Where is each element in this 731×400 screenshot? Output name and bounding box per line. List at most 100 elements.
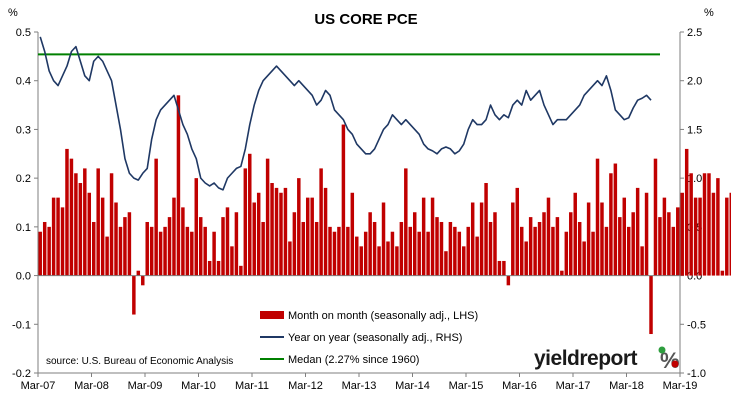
mom-bar — [198, 217, 203, 276]
left-tick-label: 0.0 — [16, 271, 31, 283]
mom-bar — [404, 168, 408, 276]
logo-red-dot-icon — [671, 360, 679, 368]
mom-bar — [341, 124, 346, 276]
x-tick-label: Mar-08 — [74, 380, 109, 392]
mom-bar — [569, 212, 573, 276]
right-tick-label: 1.0 — [687, 173, 702, 185]
mom-bar — [582, 241, 586, 276]
mom-bar — [470, 202, 475, 276]
mom-bar — [609, 173, 613, 276]
mom-bar — [511, 202, 515, 276]
mom-bar — [488, 221, 493, 276]
mom-bar — [453, 226, 457, 276]
mom-bar — [181, 207, 185, 276]
mom-bar — [720, 270, 725, 276]
mom-bar — [475, 236, 479, 276]
mom-bar — [457, 231, 462, 276]
left-tick-label: 0.4 — [16, 76, 31, 88]
mom-bar — [105, 236, 109, 276]
mom-bar — [524, 241, 528, 276]
mom-bar — [533, 226, 537, 276]
mom-bar — [252, 202, 256, 276]
mom-bar — [506, 275, 511, 286]
x-tick-label: Mar-14 — [395, 380, 430, 392]
mom-bar — [132, 275, 136, 315]
mom-bar — [337, 226, 341, 276]
mom-bar — [725, 197, 729, 276]
mom-bar — [640, 246, 644, 276]
mom-bar — [248, 153, 252, 276]
left-axis-ticks: -0.2 -0.1 0.0 0.1 0.2 0.3 0.4 0.5 — [12, 27, 38, 380]
x-tick-label: Mar-09 — [128, 380, 163, 392]
right-tick-label: 2.0 — [687, 76, 702, 88]
mom-bar — [100, 197, 105, 276]
mom-bar — [127, 212, 132, 276]
mom-bar — [502, 260, 506, 276]
mom-bar — [631, 212, 635, 276]
mom-bar — [466, 226, 470, 276]
mom-bar — [167, 217, 172, 276]
legend-label-mom: Month on month (seasonally adj., LHS) — [288, 310, 478, 322]
mom-bar — [698, 197, 702, 276]
mom-bar — [305, 197, 310, 276]
mom-bar — [87, 192, 92, 276]
mom-bar — [395, 246, 399, 276]
mom-bar — [591, 231, 595, 276]
mom-bar — [417, 231, 421, 276]
mom-bar — [573, 192, 577, 276]
mom-bar — [154, 158, 158, 276]
mom-bar — [141, 275, 145, 286]
yoy-line — [39, 36, 652, 191]
left-tick-label: 0.5 — [16, 27, 31, 39]
mom-bar — [462, 246, 466, 276]
x-tick-label: Mar-11 — [235, 380, 269, 392]
mom-bar — [56, 197, 60, 276]
x-tick-label: Mar-13 — [342, 380, 377, 392]
mom-bar — [479, 202, 484, 276]
mom-bar — [377, 246, 381, 276]
mom-bar — [537, 221, 542, 276]
mom-bar — [515, 187, 520, 276]
logo-green-dot-icon — [658, 346, 666, 354]
mom-bar — [203, 226, 207, 276]
mom-bar — [243, 168, 248, 276]
mom-bar — [381, 202, 386, 276]
mom-bar — [435, 217, 439, 276]
mom-bar — [528, 217, 533, 276]
mom-bar — [270, 183, 274, 276]
mom-bar — [74, 173, 78, 276]
mom-bar — [69, 158, 74, 276]
legend-swatch-mom — [260, 311, 284, 319]
mom-bar — [149, 226, 154, 276]
left-tick-label: -0.2 — [12, 368, 31, 380]
mom-bar — [649, 275, 653, 335]
mom-bar — [60, 207, 65, 276]
mom-bar — [560, 270, 564, 276]
mom-bar — [256, 192, 261, 276]
x-tick-label: Mar-12 — [288, 380, 323, 392]
mom-bar — [47, 226, 51, 276]
mom-bar — [355, 236, 359, 276]
mom-bars — [38, 95, 731, 335]
mom-bar — [91, 221, 96, 276]
left-tick-label: 0.3 — [16, 124, 31, 136]
mom-bar — [604, 226, 609, 276]
mom-bar — [310, 197, 314, 276]
mom-bar — [613, 163, 618, 276]
mom-bar — [297, 178, 301, 276]
mom-bar — [42, 221, 47, 276]
mom-bar — [693, 197, 698, 276]
mom-bar — [671, 226, 676, 276]
mom-bar — [225, 207, 230, 276]
mom-bar — [542, 212, 546, 276]
chart-title: US CORE PCE — [314, 11, 417, 28]
mom-bar — [368, 212, 372, 276]
mom-bar — [658, 217, 662, 276]
mom-bar — [676, 207, 680, 276]
mom-bar — [390, 231, 395, 276]
left-tick-label: 0.1 — [16, 222, 31, 234]
mom-bar — [230, 246, 234, 276]
mom-bar — [172, 197, 176, 276]
right-unit-label: % — [704, 7, 714, 19]
